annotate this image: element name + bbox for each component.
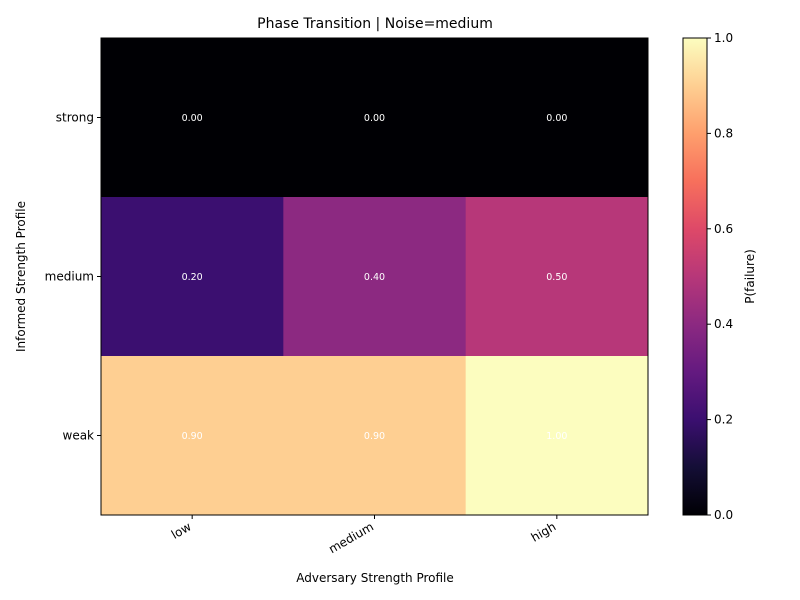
heatmap-cell xyxy=(101,197,284,357)
y-axis-ticks: strong medium weak xyxy=(45,111,101,443)
colorbar-tick-label: 0.2 xyxy=(714,413,733,427)
cell-value-label: 0.00 xyxy=(182,113,203,124)
colorbar-tick-label: 0.6 xyxy=(714,222,733,236)
heatmap-cells xyxy=(101,38,649,516)
y-axis-title: Informed Strength Profile xyxy=(14,201,28,352)
cell-value-label: 0.40 xyxy=(364,272,385,283)
colorbar: 0.0 0.2 0.4 0.6 0.8 1.0 P(failure) xyxy=(682,31,757,522)
y-tick-label: strong xyxy=(56,111,94,125)
x-tick-label: low xyxy=(169,519,194,541)
heatmap-cell xyxy=(465,356,649,516)
colorbar-tick-label: 0.4 xyxy=(714,317,733,331)
colorbar-tick-label: 1.0 xyxy=(714,31,733,45)
colorbar-tick-label: 0.8 xyxy=(714,126,733,140)
cell-value-label: 0.20 xyxy=(182,272,203,283)
heatmap-cell xyxy=(283,38,467,198)
heatmap-cell xyxy=(465,197,649,357)
cell-value-label: 0.50 xyxy=(546,272,567,283)
cell-value-label: 0.90 xyxy=(182,431,203,442)
heatmap-cell xyxy=(101,356,284,516)
x-axis-ticks: low medium high xyxy=(169,515,558,556)
y-tick-label: medium xyxy=(45,270,94,284)
colorbar-tick-label: 0.0 xyxy=(714,508,733,522)
colorbar-label: P(failure) xyxy=(743,249,757,304)
heatmap-cell xyxy=(283,356,467,516)
colorbar-gradient xyxy=(682,37,708,516)
heatmap-cell xyxy=(101,38,284,198)
heatmap-cell xyxy=(465,38,649,198)
x-axis-title: Adversary Strength Profile xyxy=(296,571,454,585)
x-tick-label: medium xyxy=(326,519,376,556)
y-tick-label: weak xyxy=(63,429,95,443)
colorbar-ticks: 0.0 0.2 0.4 0.6 0.8 1.0 xyxy=(707,31,733,522)
x-tick-label: high xyxy=(529,519,559,544)
cell-value-label: 1.00 xyxy=(546,431,567,442)
chart-title: Phase Transition | Noise=medium xyxy=(257,16,493,32)
cell-value-label: 0.00 xyxy=(546,113,567,124)
cell-value-label: 0.00 xyxy=(364,113,385,124)
heatmap-cell xyxy=(283,197,467,357)
cell-value-label: 0.90 xyxy=(364,431,385,442)
heatmap-cell-labels: 0.00 0.00 0.00 0.20 0.40 0.50 0.90 0.90 1.00 xyxy=(182,113,568,442)
